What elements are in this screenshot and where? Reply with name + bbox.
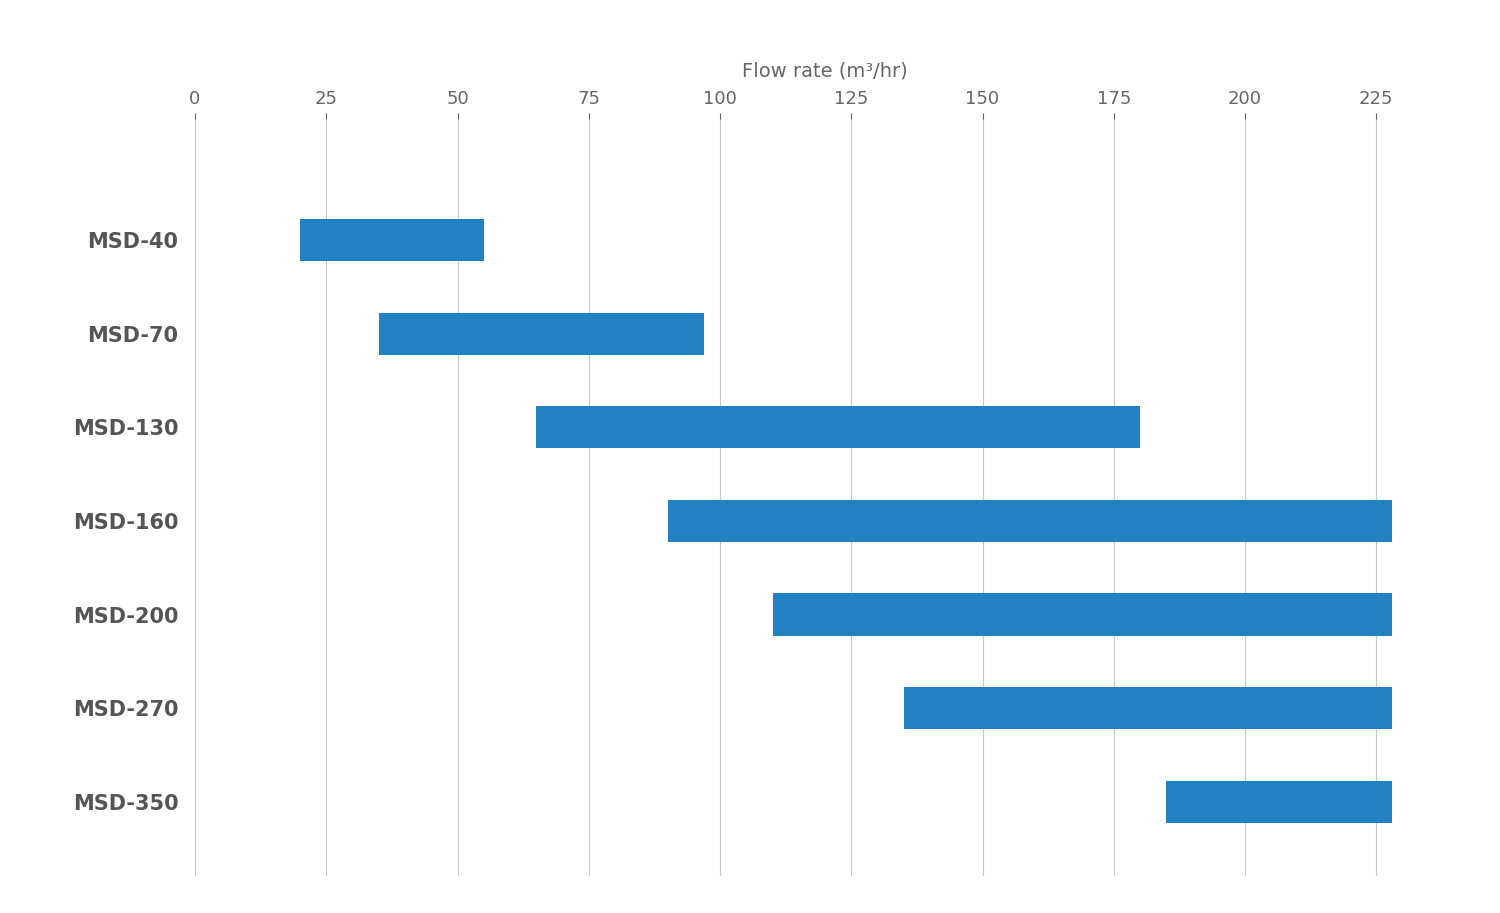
Bar: [300, 219, 483, 261]
X-axis label: Flow rate (m³/hr): Flow rate (m³/hr): [742, 61, 908, 80]
Bar: [378, 313, 705, 355]
Bar: [537, 406, 1140, 448]
Bar: [668, 500, 1392, 542]
Bar: [772, 593, 1392, 635]
Bar: [1167, 781, 1392, 823]
Bar: [903, 687, 1392, 729]
